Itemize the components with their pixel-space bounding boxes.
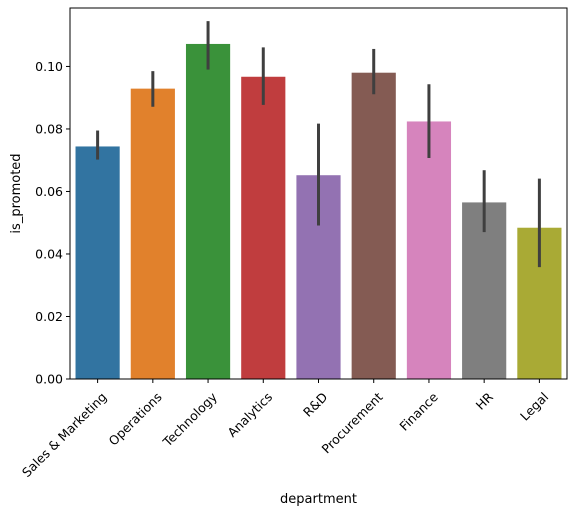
x-axis-label: department (280, 492, 357, 507)
y-axis: 0.00 0.02 0.04 0.06 0.08 0.10 (35, 59, 70, 387)
bar-3 (241, 76, 286, 379)
y-tick-label-4: 0.08 (35, 121, 63, 136)
bar-0 (75, 146, 120, 379)
bar-2 (185, 43, 231, 380)
x-tick-label-4: R&D (300, 389, 330, 419)
x-tick-label-2: Technology (159, 389, 220, 450)
y-axis-label: is_promoted (9, 153, 24, 233)
y-tick-label-1: 0.02 (35, 309, 63, 324)
y-tick-label-3: 0.06 (35, 184, 63, 199)
x-tick-label-0: Sales & Marketing (19, 389, 110, 480)
y-tick-label-2: 0.04 (35, 246, 63, 261)
x-tick-label-7: HR (473, 389, 497, 413)
bar-5 (351, 72, 396, 380)
y-tick-label-5: 0.10 (35, 59, 63, 74)
bar-1 (130, 88, 175, 380)
bars-group (75, 43, 562, 380)
x-tick-label-1: Operations (106, 389, 165, 448)
error-bars-group (96, 21, 541, 268)
x-tick-label-8: Legal (517, 389, 551, 423)
x-tick-label-3: Analytics (224, 389, 275, 440)
x-tick-label-6: Finance (396, 389, 441, 434)
bar-6 (406, 121, 452, 380)
y-tick-label-0: 0.00 (35, 372, 63, 387)
